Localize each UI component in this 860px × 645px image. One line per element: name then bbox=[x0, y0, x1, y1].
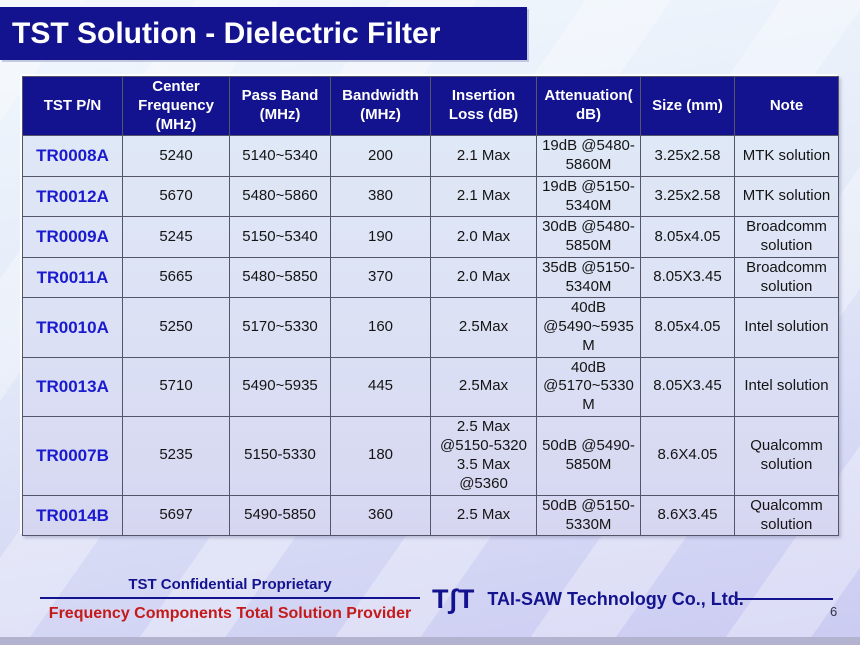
company-name: TAI-SAW Technology Co., Ltd. bbox=[487, 589, 744, 609]
cell-pn: TR0014B bbox=[22, 494, 123, 537]
col-header-attenuation: Attenuation(dB) bbox=[536, 75, 641, 137]
col-header-bandwidth: Bandwidth (MHz) bbox=[330, 75, 431, 137]
cell-attenuation: 50dB @5490-5850M bbox=[536, 415, 641, 496]
cell-pass-band: 5480~5860 bbox=[229, 175, 331, 218]
cell-size: 3.25x2.58 bbox=[640, 175, 735, 218]
cell-attenuation: 40dB @5490~5935M bbox=[536, 297, 641, 358]
col-header-note: Note bbox=[734, 75, 839, 137]
cell-attenuation: 19dB @5150-5340M bbox=[536, 175, 641, 218]
table-row: TR0014B 5697 5490-5850 360 2.5 Max 50dB … bbox=[22, 494, 839, 537]
table-row: TR0013A 5710 5490~5935 445 2.5Max 40dB @… bbox=[22, 356, 839, 417]
cell-size: 8.6X4.05 bbox=[640, 415, 735, 496]
footer-right-block: T∫T TAI-SAW Technology Co., Ltd. bbox=[432, 586, 744, 613]
table-row: TR0007B 5235 5150-5330 180 2.5 Max @5150… bbox=[22, 415, 839, 496]
cell-note: Broadcomm solution bbox=[734, 216, 839, 258]
cell-attenuation: 30dB @5480-5850M bbox=[536, 216, 641, 258]
cell-insertion-loss: 2.0 Max bbox=[430, 216, 537, 258]
cell-insertion-loss: 2.5Max bbox=[430, 356, 537, 417]
cell-attenuation: 50dB @5150-5330M bbox=[536, 494, 641, 537]
cell-pn: TR0012A bbox=[22, 175, 123, 218]
tst-logo-icon: T∫T bbox=[432, 584, 476, 614]
col-header-insertion-loss: Insertion Loss (dB) bbox=[430, 75, 537, 137]
slide-title-bar: TST Solution - Dielectric Filter bbox=[0, 7, 527, 60]
cell-pn: TR0007B bbox=[22, 415, 123, 496]
cell-pn: TR0013A bbox=[22, 356, 123, 417]
col-header-pass-band: Pass Band (MHz) bbox=[229, 75, 331, 137]
cell-note: Intel solution bbox=[734, 297, 839, 358]
cell-pass-band: 5490-5850 bbox=[229, 494, 331, 537]
cell-pass-band: 5140~5340 bbox=[229, 135, 331, 177]
cell-note: Qualcomm solution bbox=[734, 415, 839, 496]
footer-left-block: TST Confidential Proprietary Frequency C… bbox=[40, 576, 420, 623]
page-title: TST Solution - Dielectric Filter bbox=[12, 17, 441, 50]
cell-center-frequency: 5710 bbox=[122, 356, 230, 417]
cell-center-frequency: 5665 bbox=[122, 256, 230, 299]
cell-insertion-loss: 2.1 Max bbox=[430, 175, 537, 218]
table-row: TR0008A 5240 5140~5340 200 2.1 Max 19dB … bbox=[22, 135, 839, 177]
cell-pass-band: 5150~5340 bbox=[229, 216, 331, 258]
cell-bandwidth: 200 bbox=[330, 135, 431, 177]
cell-bandwidth: 190 bbox=[330, 216, 431, 258]
confidential-label: TST Confidential Proprietary bbox=[128, 576, 332, 593]
cell-pn: TR0008A bbox=[22, 135, 123, 177]
cell-size: 3.25x2.58 bbox=[640, 135, 735, 177]
cell-bandwidth: 160 bbox=[330, 297, 431, 358]
footer-right-line bbox=[735, 598, 833, 600]
cell-note: MTK solution bbox=[734, 175, 839, 218]
cell-note: MTK solution bbox=[734, 135, 839, 177]
cell-attenuation: 19dB @5480-5860M bbox=[536, 135, 641, 177]
table-row: TR0010A 5250 5170~5330 160 2.5Max 40dB @… bbox=[22, 297, 839, 358]
cell-pass-band: 5480~5850 bbox=[229, 256, 331, 299]
page-number: 6 bbox=[830, 604, 838, 619]
cell-insertion-loss: 2.5 Max bbox=[430, 494, 537, 537]
cell-attenuation: 40dB @5170~5330M bbox=[536, 356, 641, 417]
cell-pass-band: 5150-5330 bbox=[229, 415, 331, 496]
cell-pn: TR0010A bbox=[22, 297, 123, 358]
cell-bandwidth: 445 bbox=[330, 356, 431, 417]
dielectric-filter-table: TST P/N Center Frequency (MHz) Pass Band… bbox=[22, 75, 839, 537]
cell-size: 8.05x4.05 bbox=[640, 216, 735, 258]
col-header-tst-pn: TST P/N bbox=[22, 75, 123, 137]
cell-insertion-loss: 2.1 Max bbox=[430, 135, 537, 177]
cell-note: Broadcomm solution bbox=[734, 256, 839, 299]
cell-center-frequency: 5250 bbox=[122, 297, 230, 358]
cell-bandwidth: 360 bbox=[330, 494, 431, 537]
cell-size: 8.05X3.45 bbox=[640, 356, 735, 417]
cell-pass-band: 5170~5330 bbox=[229, 297, 331, 358]
cell-insertion-loss: 2.5Max bbox=[430, 297, 537, 358]
cell-bandwidth: 180 bbox=[330, 415, 431, 496]
cell-insertion-loss: 2.0 Max bbox=[430, 256, 537, 299]
table-header-row: TST P/N Center Frequency (MHz) Pass Band… bbox=[22, 75, 839, 137]
bottom-strip bbox=[0, 637, 860, 645]
cell-note: Intel solution bbox=[734, 356, 839, 417]
cell-center-frequency: 5670 bbox=[122, 175, 230, 218]
cell-pass-band: 5490~5935 bbox=[229, 356, 331, 417]
cell-center-frequency: 5235 bbox=[122, 415, 230, 496]
cell-size: 8.05x4.05 bbox=[640, 297, 735, 358]
cell-size: 8.05X3.45 bbox=[640, 256, 735, 299]
cell-insertion-loss: 2.5 Max @5150-5320 3.5 Max @5360 bbox=[430, 415, 537, 496]
cell-bandwidth: 370 bbox=[330, 256, 431, 299]
cell-center-frequency: 5697 bbox=[122, 494, 230, 537]
table-row: TR0009A 5245 5150~5340 190 2.0 Max 30dB … bbox=[22, 216, 839, 258]
cell-center-frequency: 5245 bbox=[122, 216, 230, 258]
footer-divider-line bbox=[40, 597, 420, 599]
cell-note: Qualcomm solution bbox=[734, 494, 839, 537]
cell-pn: TR0009A bbox=[22, 216, 123, 258]
table-row: TR0011A 5665 5480~5850 370 2.0 Max 35dB … bbox=[22, 256, 839, 299]
table-row: TR0012A 5670 5480~5860 380 2.1 Max 19dB … bbox=[22, 175, 839, 218]
cell-center-frequency: 5240 bbox=[122, 135, 230, 177]
col-header-center-frequency: Center Frequency (MHz) bbox=[122, 75, 230, 137]
cell-pn: TR0011A bbox=[22, 256, 123, 299]
cell-bandwidth: 380 bbox=[330, 175, 431, 218]
cell-size: 8.6X3.45 bbox=[640, 494, 735, 537]
col-header-size: Size (mm) bbox=[640, 75, 735, 137]
company-tagline: Frequency Components Total Solution Prov… bbox=[48, 605, 412, 622]
cell-attenuation: 35dB @5150-5340M bbox=[536, 256, 641, 299]
